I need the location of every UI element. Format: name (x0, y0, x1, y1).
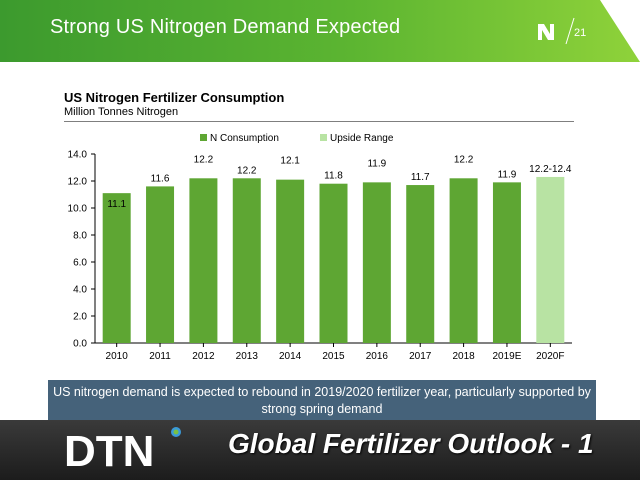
bar (362, 182, 391, 343)
bar (232, 178, 261, 343)
x-tick-label: 2010 (106, 351, 129, 362)
x-tick-label: 2014 (279, 351, 302, 362)
svg-text:DTN: DTN (64, 427, 154, 472)
x-tick-label: 2020F (536, 351, 564, 362)
legend-label: N Consumption (210, 133, 279, 144)
y-tick-label: 4.0 (73, 285, 87, 296)
data-label: 12.2 (194, 154, 214, 165)
legend-label: Upside Range (330, 133, 394, 144)
chart-subtitle: Million Tonnes Nitrogen (64, 106, 179, 118)
bar (492, 182, 521, 343)
y-tick-label: 10.0 (68, 204, 88, 215)
data-label: 11.1 (107, 199, 126, 210)
bar (319, 183, 348, 343)
bar-chart: 0.0 2.0 4.0 6.0 8.0 10.0 12.0 14.0 11.1 2010 11.6 2… (68, 133, 572, 362)
bar (146, 186, 175, 343)
summary-banner: US nitrogen demand is expected to reboun… (48, 380, 596, 420)
y-tick-label: 2.0 (73, 312, 87, 323)
data-label: 12.2 (237, 165, 257, 176)
data-label: 11.8 (324, 171, 343, 182)
header-banner (0, 0, 640, 62)
data-label: 11.9 (367, 158, 386, 169)
bar (536, 176, 565, 343)
x-tick-label: 2011 (149, 351, 171, 362)
y-tick-label: 8.0 (73, 231, 87, 242)
data-label: 11.7 (411, 172, 430, 183)
data-label: 12.2 (454, 154, 474, 165)
bar (189, 178, 218, 343)
dtn-logo: DTN (64, 427, 181, 472)
chart-title: US Nitrogen Fertilizer Consumption (64, 90, 285, 105)
bar (406, 185, 435, 343)
bar (102, 193, 131, 343)
x-tick-label: 2018 (452, 351, 475, 362)
data-label: 12.1 (280, 156, 300, 167)
legend-swatch (320, 134, 327, 141)
bar (449, 178, 478, 343)
x-tick-label: 2016 (366, 351, 389, 362)
company-logo-icon (538, 17, 575, 45)
data-label: 12.2-12.4 (529, 164, 572, 175)
x-tick-label: 2012 (192, 351, 215, 362)
y-tick-label: 12.0 (68, 177, 88, 188)
x-tick-label: 2017 (409, 351, 432, 362)
summary-text: US nitrogen demand is expected to reboun… (53, 385, 591, 416)
data-label: 11.6 (151, 173, 170, 184)
y-tick-label: 6.0 (73, 258, 87, 269)
y-tick-label: 14.0 (68, 150, 88, 161)
header-corner-cut (600, 0, 640, 62)
page-number: 21 (574, 27, 587, 39)
video-overlay-title: Global Fertilizer Outlook - 1 (228, 428, 594, 459)
bar (276, 179, 305, 343)
x-tick-label: 2019E (492, 351, 521, 362)
title-divider (64, 121, 574, 122)
slide-title: Strong US Nitrogen Demand Expected (50, 16, 401, 38)
legend-swatch (200, 134, 207, 141)
data-label: 11.9 (498, 169, 517, 180)
footer-bar (0, 420, 640, 480)
y-tick-label: 0.0 (73, 339, 87, 350)
x-tick-label: 2013 (236, 351, 259, 362)
x-tick-label: 2015 (322, 351, 345, 362)
